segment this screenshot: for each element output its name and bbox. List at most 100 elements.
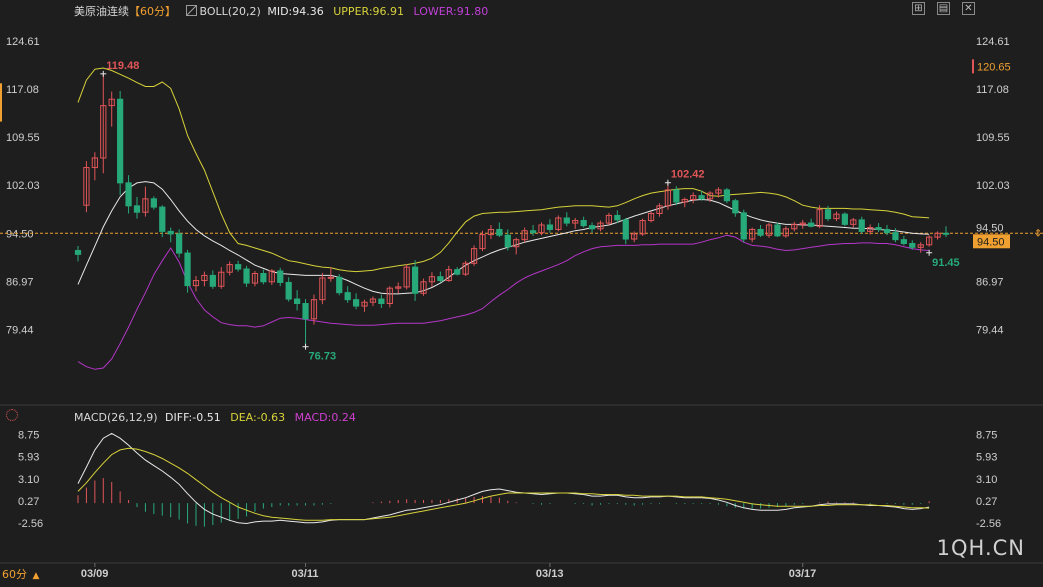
candle-body	[403, 266, 410, 288]
macd-dea-line	[77, 447, 930, 521]
macd-axis-left-tick-1: 5.93	[18, 452, 39, 464]
candle-body	[91, 157, 98, 169]
macd-legend: MACD(26,12,9) DIFF:-0.51 DEA:-0.63 MACD:…	[74, 411, 362, 424]
settings-icon[interactable]: ▤	[937, 2, 950, 15]
candle-body	[201, 274, 208, 282]
candle-body	[462, 262, 469, 275]
price-axis-right-tick-6: 79.44	[976, 324, 1004, 336]
candle-body	[344, 292, 351, 301]
candle-body	[605, 214, 613, 224]
candle-body	[867, 227, 874, 232]
candle-body	[125, 182, 132, 207]
candle-body	[555, 217, 562, 230]
candle-body	[251, 273, 259, 284]
candle-body	[529, 230, 537, 234]
candle-body	[386, 287, 393, 305]
candle-body	[588, 225, 596, 230]
candle-body	[369, 298, 377, 303]
candle-body	[757, 228, 764, 236]
candle-body	[926, 236, 933, 246]
candle-body	[808, 222, 815, 227]
candle-body	[639, 220, 646, 235]
candle-body	[176, 233, 183, 254]
candle-body	[656, 205, 663, 215]
macd-axis-left-tick-3: 0.27	[18, 496, 39, 508]
close-icon[interactable]: ✕	[962, 2, 975, 15]
candle-body	[310, 299, 318, 320]
boll-lower-line	[77, 234, 930, 370]
candle-body	[546, 224, 554, 230]
price-axis-left-tick-2: 109.55	[6, 132, 40, 144]
boll-legend: 美原油连续【60分】 BOLL(20,2) MID:94.36 UPPER:96…	[74, 3, 494, 19]
macd-indicator-name[interactable]: MACD(26,12,9)	[74, 411, 158, 424]
indicator-settings-icon[interactable]	[6, 409, 18, 421]
boll-indicator-name[interactable]: BOLL(20,2)	[199, 5, 261, 18]
candle-body	[277, 270, 284, 283]
candle-body	[875, 227, 882, 230]
candle-body	[723, 189, 731, 202]
candle-body	[487, 228, 495, 236]
candle-body	[319, 277, 326, 301]
chart-mode-icon[interactable]: ⊞	[912, 2, 925, 15]
candle-body	[470, 248, 478, 264]
candle-body	[479, 234, 486, 250]
price-axis-left-tick-5: 86.97	[6, 276, 34, 288]
candle-body	[934, 232, 941, 238]
macd-axis-left-tick-4: -2.56	[18, 518, 43, 530]
candle-body	[917, 244, 924, 248]
candle-body	[302, 303, 309, 320]
candle-body	[235, 264, 242, 270]
instrument-name[interactable]: 美原油连续	[74, 5, 129, 18]
time-axis-label-2: 03/13	[536, 568, 564, 580]
time-axis-label-1: 03/11	[292, 568, 319, 580]
candle-body	[580, 220, 587, 227]
candle-body	[293, 298, 301, 305]
macd-diff-label: DIFF:-0.51	[165, 411, 221, 424]
time-axis-label-3: 03/17	[789, 568, 817, 580]
current-price-box	[973, 234, 1010, 249]
candle-body	[673, 189, 680, 203]
price-axis-right-tick-5: 86.97	[976, 276, 1004, 288]
candle-body	[513, 239, 520, 248]
chart-mode-badge-icon	[185, 5, 197, 16]
candles-group	[74, 73, 950, 347]
macd-axis-left-tick-0: 8.75	[18, 430, 39, 442]
candle-body	[740, 212, 747, 240]
candle-body	[361, 301, 368, 307]
macd-axis-right-tick-4: -2.56	[976, 518, 1001, 530]
price-axis-left-tick-3: 102.03	[6, 180, 40, 192]
price-axis-right-tick-current: 94.50	[976, 222, 1004, 234]
candle-body	[942, 232, 950, 235]
period-selector-label: 60分	[2, 568, 27, 581]
candle-body	[782, 228, 789, 237]
price-axis-right-tick-2: 109.55	[976, 132, 1010, 144]
candle-body	[411, 266, 419, 294]
macd-dea-label: DEA:-0.63	[230, 411, 286, 424]
candle-body	[572, 220, 579, 224]
candle-body	[184, 252, 191, 287]
current-price-handle-icon: ⇕	[1034, 228, 1042, 239]
candle-body	[765, 224, 773, 236]
price-axis-left-tick-1: 117.08	[6, 84, 39, 96]
macd-value-label: MACD:0.24	[294, 411, 356, 424]
candle-body	[285, 281, 292, 300]
current-price-box-label: 94.50	[977, 236, 1005, 248]
period-selector[interactable]: 60分 ▲	[2, 566, 39, 582]
price-axis-right-tick-1: 117.08	[976, 84, 1009, 96]
candle-body	[791, 223, 798, 230]
macd-axis-left-tick-2: 3.10	[18, 474, 39, 486]
candle-body	[521, 230, 528, 241]
candle-body	[732, 200, 739, 214]
candle-body	[883, 228, 891, 234]
candle-body	[218, 271, 225, 287]
candle-body	[538, 224, 545, 234]
candle-body	[749, 228, 756, 240]
period-tag[interactable]: 【60分】	[129, 5, 176, 18]
candle-body	[858, 219, 865, 232]
period-selector-arrow-icon: ▲	[32, 571, 40, 581]
candle-body	[774, 224, 781, 237]
candle-body	[690, 195, 697, 200]
price-annotation-2: 102.42	[671, 169, 705, 181]
